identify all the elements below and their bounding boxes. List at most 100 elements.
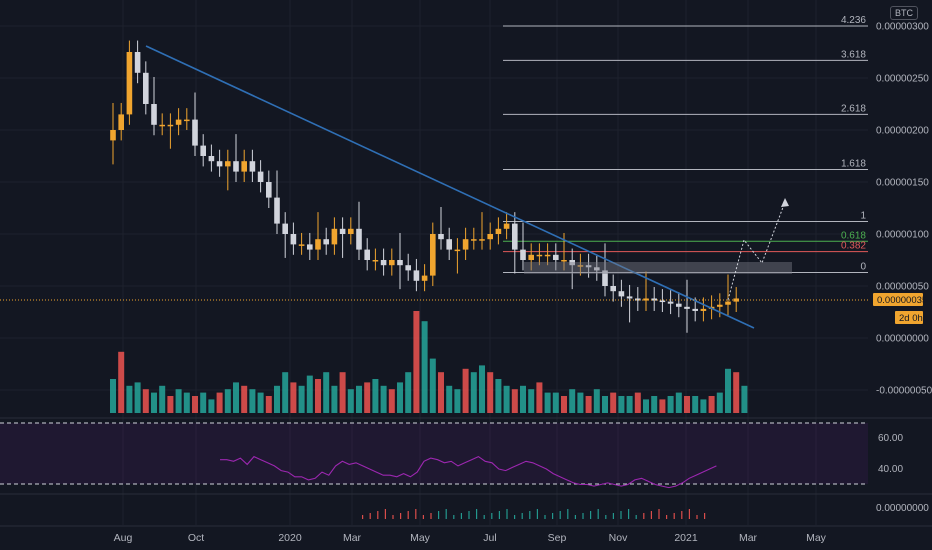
fib-level-label: 1 bbox=[860, 211, 866, 222]
volume-bar bbox=[454, 389, 461, 413]
rsi-pane[interactable]: 60.00 40.00 bbox=[0, 417, 932, 489]
candle-body bbox=[733, 298, 739, 302]
macd-histogram-bar bbox=[612, 513, 614, 519]
volume-bar bbox=[233, 382, 239, 413]
time-axis[interactable]: Aug Oct 2020 Mar May Jul Sep Nov 2021 Mar May bbox=[0, 525, 932, 544]
candle-body bbox=[512, 223, 518, 250]
volume-bar bbox=[659, 399, 666, 413]
time-tick-label: Oct bbox=[188, 532, 204, 544]
candle-body bbox=[200, 145, 206, 156]
candle-body bbox=[446, 239, 452, 250]
macd-histogram-bar bbox=[377, 511, 379, 519]
time-tick-label: Jul bbox=[483, 532, 496, 544]
volume-bar bbox=[733, 372, 740, 413]
currency-badge[interactable]: BTC bbox=[890, 6, 918, 20]
volume-bar bbox=[536, 382, 543, 413]
time-tick-label: Aug bbox=[114, 532, 133, 544]
volume-bar bbox=[503, 385, 510, 413]
volume-bar bbox=[282, 372, 289, 413]
macd-histogram-bar bbox=[506, 509, 508, 519]
price-tick-label: 0.00000000 bbox=[876, 334, 929, 345]
candle-body bbox=[487, 234, 493, 240]
countdown-label: 2d 0h bbox=[899, 313, 923, 324]
volume-bar bbox=[183, 392, 190, 413]
candle-body bbox=[134, 52, 141, 73]
macd-histogram-bar bbox=[688, 509, 690, 519]
volume-bar bbox=[372, 379, 379, 413]
macd-histogram-bar bbox=[544, 515, 546, 519]
candle-body bbox=[635, 298, 641, 301]
candle-body bbox=[323, 239, 329, 245]
macd-histogram-bar bbox=[445, 509, 447, 519]
macd-histogram-bar bbox=[529, 511, 531, 519]
candle-body bbox=[233, 161, 239, 172]
rsi-band bbox=[0, 423, 868, 484]
macd-histogram-bar bbox=[620, 511, 622, 519]
candle-body bbox=[717, 304, 723, 307]
volume-bar bbox=[577, 392, 584, 413]
drawings[interactable] bbox=[0, 45, 868, 329]
volume-bar bbox=[479, 365, 485, 413]
candle-body bbox=[594, 267, 600, 271]
volume-bar bbox=[306, 375, 313, 413]
price-tick-label: 0.00000200 bbox=[876, 126, 929, 137]
candle-body bbox=[159, 124, 165, 127]
candle-body bbox=[684, 306, 690, 309]
volume-bar bbox=[593, 389, 600, 413]
candle-body bbox=[536, 254, 543, 257]
volume-bar bbox=[364, 382, 371, 413]
macd-histogram-bar bbox=[476, 509, 478, 519]
fib-level-label: 0 bbox=[860, 261, 866, 272]
candle-body bbox=[438, 234, 444, 240]
macd-histogram-bar bbox=[460, 513, 462, 519]
candle-body bbox=[553, 254, 559, 260]
volume-bar bbox=[643, 399, 649, 413]
volume-bar bbox=[520, 385, 526, 413]
rsi-upper-label: 60.00 bbox=[878, 433, 903, 444]
volume-bar bbox=[708, 396, 715, 413]
volume-bar bbox=[692, 396, 699, 413]
macd-histogram-bar bbox=[673, 513, 675, 519]
candle-body bbox=[585, 265, 592, 268]
macd-histogram-bar bbox=[430, 513, 432, 519]
candle-body bbox=[225, 161, 231, 167]
volume-bar bbox=[421, 321, 428, 413]
candle-body bbox=[602, 270, 608, 286]
volume-bar bbox=[667, 396, 674, 413]
volume-bar bbox=[438, 372, 444, 413]
candle-body bbox=[356, 228, 362, 250]
macd-histogram-bar bbox=[590, 511, 592, 519]
current-price-box bbox=[873, 293, 923, 306]
macd-histogram-bar bbox=[407, 511, 409, 519]
candle-body bbox=[208, 156, 215, 162]
price-tick-label: 0.00000100 bbox=[876, 230, 929, 241]
candle-body bbox=[405, 265, 411, 271]
macd-histogram-bar bbox=[635, 515, 637, 519]
projection-path bbox=[727, 201, 786, 301]
macd-pane[interactable]: 0.00000000 bbox=[0, 493, 932, 519]
macd-histogram-bar bbox=[574, 515, 576, 519]
macd-histogram-bar bbox=[605, 515, 607, 519]
volume-bar bbox=[200, 392, 207, 413]
candle-body bbox=[216, 161, 223, 167]
macd-histogram-bar bbox=[628, 509, 630, 519]
price-axis[interactable]: 0.00000300 0.00000250 0.00000200 0.00000150… bbox=[876, 22, 932, 397]
volume-bar bbox=[634, 392, 641, 413]
macd-histogram-bar bbox=[650, 511, 652, 519]
volume-bar bbox=[208, 399, 215, 413]
candle-body bbox=[462, 239, 469, 250]
volume-bar bbox=[405, 372, 412, 413]
volume-bar bbox=[561, 396, 567, 413]
volume-bar bbox=[339, 372, 346, 413]
candle-body bbox=[454, 249, 461, 252]
volume-bar bbox=[413, 311, 420, 413]
macd-histogram-bar bbox=[498, 511, 500, 519]
candle-body bbox=[110, 130, 116, 141]
candle-body bbox=[421, 275, 428, 281]
volume-bar bbox=[511, 389, 518, 413]
countdown-box bbox=[895, 311, 923, 324]
candle-body bbox=[676, 303, 682, 307]
candle-body bbox=[143, 72, 149, 104]
